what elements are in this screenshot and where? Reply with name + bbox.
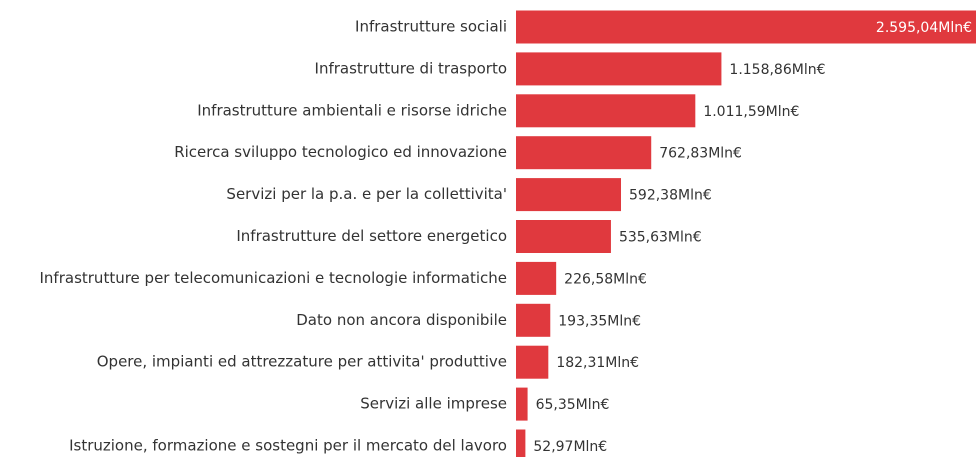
value-label: 762,83Mln€ [659, 146, 742, 162]
category-label: Opere, impianti ed attrezzature per atti… [97, 353, 507, 371]
value-label: 535,63Mln€ [619, 230, 702, 246]
bar [516, 94, 696, 128]
category-label: Dato non ancora disponibile [296, 311, 507, 329]
bar [516, 178, 622, 212]
value-label: 52,97Mln€ [533, 439, 607, 455]
bar [516, 52, 722, 86]
category-label: Infrastrutture del settore energetico [236, 227, 507, 245]
bar [516, 10, 976, 44]
bar [516, 220, 611, 253]
category-label: Istruzione, formazione e sostegni per il… [69, 437, 507, 455]
category-label: Infrastrutture di trasporto [315, 59, 507, 77]
bar [516, 136, 652, 170]
bar [516, 345, 549, 379]
value-label: 65,35Mln€ [536, 397, 610, 413]
bar [516, 261, 557, 295]
category-label: Servizi per la p.a. e per la collettivit… [226, 185, 507, 203]
value-label: 1.158,86Mln€ [729, 62, 825, 78]
value-label: 182,31Mln€ [556, 355, 639, 371]
value-label: 592,38Mln€ [629, 188, 712, 204]
value-label: 193,35Mln€ [558, 313, 641, 329]
bar [516, 387, 528, 421]
category-label: Infrastrutture sociali [355, 18, 507, 36]
bar [516, 303, 551, 337]
value-label: 1.011,59Mln€ [703, 104, 799, 120]
category-label: Ricerca sviluppo tecnologico ed innovazi… [174, 143, 507, 161]
category-label: Infrastrutture per telecomunicazioni e t… [40, 269, 508, 287]
category-label: Servizi alle imprese [360, 395, 507, 413]
value-label: 2.595,04Mln€ [876, 20, 972, 36]
value-label: 226,58Mln€ [564, 271, 647, 287]
bar [516, 429, 526, 457]
category-label: Infrastrutture ambientali e risorse idri… [197, 101, 507, 119]
